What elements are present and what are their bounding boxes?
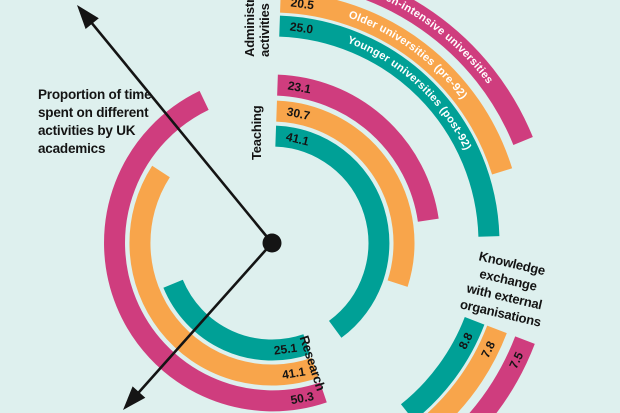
arc-admin-orange [280,0,513,175]
arc-admin-pink [365,0,533,145]
value-label-teaching-pink: 23.1 [287,78,313,96]
axis-arrow-up-icon-line [87,18,274,244]
value-label-knowledge_exchange-teal: 8.8 [456,330,476,351]
arc-knowledge_exchange-pink [469,336,535,413]
axis-arrow-up-icon-head [77,5,99,29]
arc-research-pink [104,90,327,412]
arc-admin-teal [279,15,500,237]
axis-arrow-down-icon-line [134,242,273,398]
value-label-teaching-teal: 41.1 [284,130,310,149]
arc-knowledge_exchange-teal [400,316,485,413]
value-label-research-teal: 25.1 [273,341,298,358]
arc-research-orange [129,165,319,386]
value-label-research-pink: 50.3 [289,389,315,407]
arc-teaching-pink [276,74,439,222]
arc-teaching-teal [275,125,390,338]
value-label-knowledge_exchange-orange: 7.8 [478,339,498,360]
axis-arrow-down-icon [123,242,273,410]
center-dot [262,233,282,253]
arc-knowledge_exchange-orange [427,325,507,413]
chart-description: Proportion of time spent on different ac… [38,87,152,156]
value-label-knowledge_exchange-pink: 7.5 [506,349,526,370]
arc-teaching-orange [276,100,415,287]
value-label-research-orange: 41.1 [281,364,307,382]
axis-arrow-up-icon [77,5,274,244]
axis-arrow-down-icon-head [123,386,146,410]
value-label-teaching-orange: 30.7 [286,105,312,123]
value-label-admin-teal: 25.0 [289,19,314,36]
category-label-teaching: Teaching [249,105,264,160]
value-label-admin-orange: 20.5 [290,0,315,12]
arc-research-teal [163,279,311,361]
category-label-administrative-activities: Administrative activities [242,0,272,57]
